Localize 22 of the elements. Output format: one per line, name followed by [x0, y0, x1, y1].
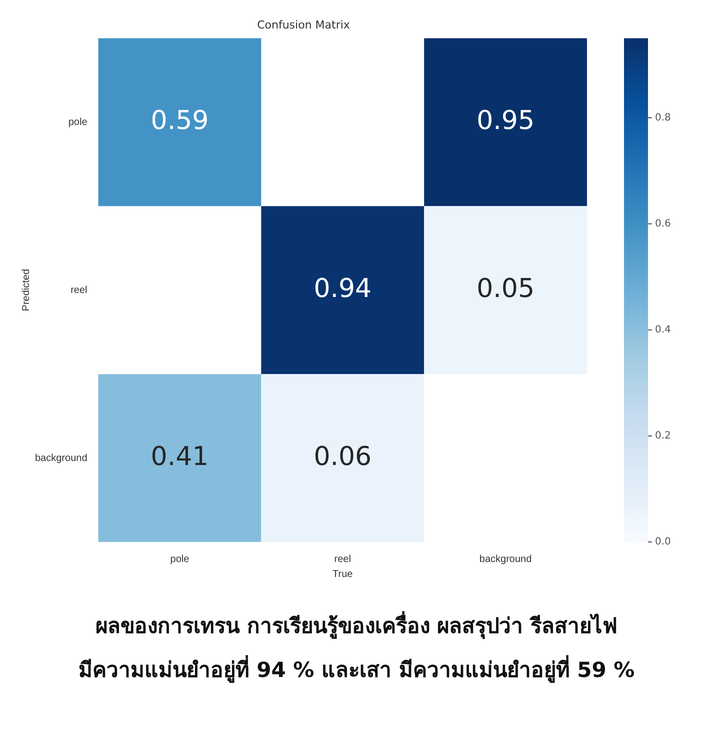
- data-label: 0.94: [314, 274, 372, 304]
- data-label: 0.41: [150, 442, 209, 472]
- chart-title: Confusion Matrix: [257, 18, 350, 32]
- text: ผลของการเทรน การเรียนรู้ของเครื่อง ผลสรุปว่า รีลสายไฟ: [94, 610, 618, 641]
- data-label: 0.95: [476, 106, 534, 136]
- y-tick-label: pole: [68, 116, 88, 128]
- color-bar-label: 0.6: [655, 218, 671, 230]
- y-tick-label: background: [34, 452, 88, 464]
- y-axis-title: Predicted: [20, 268, 32, 312]
- color-bar-label: 0.2: [655, 430, 671, 442]
- y-tick-label: reel: [70, 284, 88, 296]
- data-label: 0.59: [150, 106, 209, 136]
- color-bar-label: 0.0: [655, 536, 671, 548]
- x-axis-title: True: [332, 568, 354, 580]
- x-tick-label: pole: [170, 554, 190, 565]
- color-bar-label: 0.8: [655, 112, 671, 124]
- x-tick-label: reel: [334, 554, 351, 565]
- color-bar-label: 0.4: [655, 324, 671, 336]
- x-tick-label: background: [479, 554, 532, 565]
- text: มีความแม่นยำอยู่ที่ 94 % และเสา มีความแม่นยำอยู่ที่ 59 %: [77, 654, 636, 685]
- data-label: 0.06: [314, 442, 372, 472]
- data-label: 0.05: [476, 274, 534, 304]
